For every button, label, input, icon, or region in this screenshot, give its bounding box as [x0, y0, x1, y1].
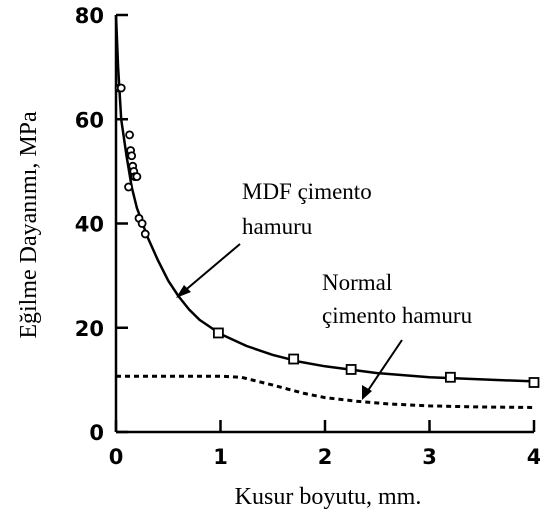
x-tick-label: 4: [527, 445, 540, 469]
y-tick-label: 40: [75, 213, 104, 237]
normal-cement-curve: [116, 374, 535, 409]
data-point-circle: [132, 172, 142, 181]
data-point-square: [345, 364, 357, 375]
annotation-mdf-arrow: [181, 243, 241, 294]
annotations: MDF çimento hamuru Normal çimento hamuru: [176, 179, 473, 400]
ticks: 0 20 40 60 80 0 1 2 3 4: [75, 4, 540, 469]
data-points: [114, 83, 540, 388]
annotation-mdf-line1: MDF çimento: [242, 179, 372, 204]
data-point-square: [528, 377, 540, 388]
y-tick-label: 0: [89, 421, 104, 445]
data-point-circle: [125, 130, 134, 140]
annotation-normal-line2: çimento hamuru: [322, 303, 473, 328]
y-axis-label: Eğilme Dayanımı, MPa: [16, 111, 42, 339]
data-point-circle: [124, 182, 133, 192]
x-tick-label: 1: [213, 445, 228, 469]
x-axis-label: Kusur boyutu, mm.: [235, 484, 422, 510]
x-tick-label: 3: [422, 445, 437, 469]
mdf-cement-curve: [114, 14, 535, 383]
data-point-circle: [116, 83, 126, 93]
curves: [114, 14, 535, 409]
plot-area: [114, 15, 534, 434]
data-point-circle: [137, 219, 147, 228]
annotation-normal-line1: Normal: [322, 270, 392, 295]
annotation-normal-arrowhead: [362, 385, 372, 400]
y-tick-label: 60: [75, 108, 104, 132]
data-point-square: [444, 371, 456, 383]
data-point-square: [288, 353, 300, 365]
y-tick-label: 20: [75, 317, 104, 341]
y-tick-label: 80: [75, 4, 104, 28]
data-point-circle: [127, 151, 137, 161]
annotation-mdf-arrowhead: [176, 285, 191, 298]
annotation-normal-arrow: [366, 339, 403, 393]
annotation-mdf-line2: hamuru: [242, 214, 313, 239]
x-tick-label: 0: [109, 445, 124, 469]
data-point-circle: [140, 229, 150, 239]
data-point-square: [213, 327, 224, 339]
x-tick-label: 2: [318, 445, 333, 469]
